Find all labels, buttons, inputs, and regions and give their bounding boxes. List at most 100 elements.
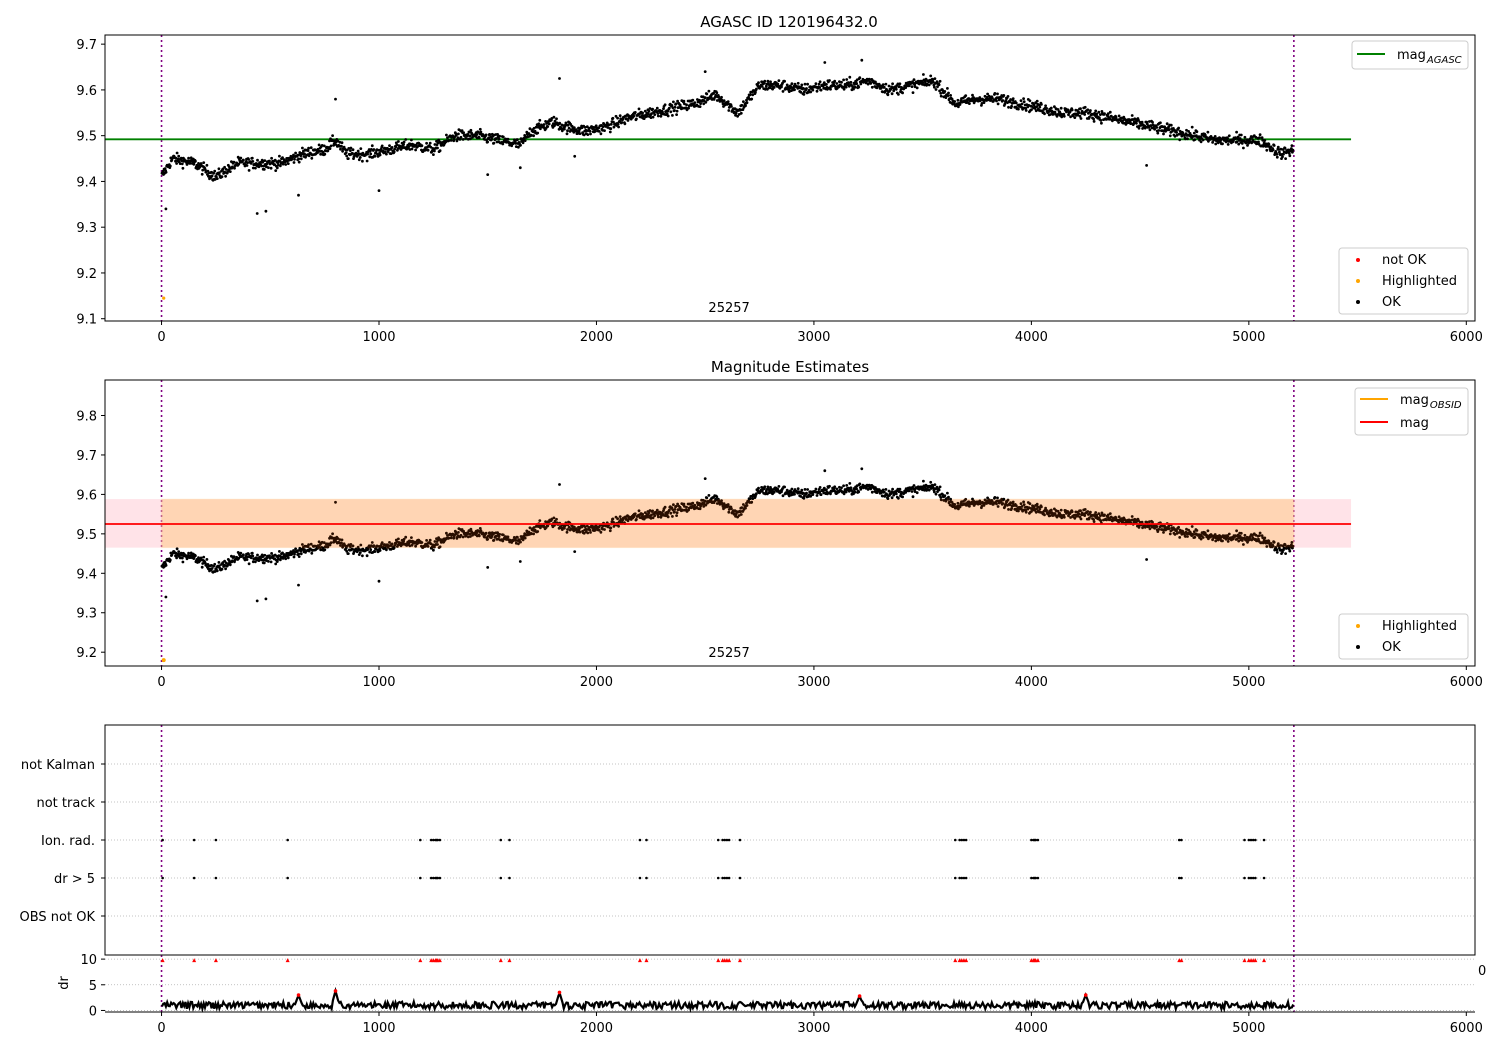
agasc-ytick-label: 9.6 (76, 84, 97, 99)
ok-point (267, 560, 270, 563)
ok-point (583, 126, 587, 129)
ok-point (339, 544, 342, 547)
ok-point (1095, 513, 1099, 517)
flag-marker (723, 876, 727, 880)
ok-point (514, 142, 518, 145)
ok-point (401, 543, 404, 546)
ok-point (712, 98, 716, 101)
ok-point (641, 111, 644, 115)
dr-spike-marker (333, 989, 338, 993)
ok-point (521, 141, 525, 145)
ok-point (655, 106, 659, 110)
ok-point (1184, 137, 1187, 141)
dr-threshold-marker (737, 958, 742, 963)
ok-point (727, 109, 731, 112)
ok-point (177, 154, 181, 158)
ok-point (806, 488, 809, 491)
ok-point (674, 504, 678, 508)
ok-point (538, 519, 542, 522)
estimates-ytick-label: 9.5 (76, 528, 97, 543)
ok-point (1100, 121, 1103, 125)
agasc-panel-title: AGASC ID 120196432.0 (700, 13, 878, 31)
ok-point (715, 91, 719, 95)
ok-point (307, 543, 310, 547)
ok-point (518, 560, 522, 563)
ok-point (925, 82, 929, 86)
ok-point (589, 531, 592, 534)
dr-threshold-marker (437, 958, 442, 963)
ok-point (845, 484, 849, 487)
ok-point (823, 469, 827, 473)
ok-point (1242, 146, 1245, 150)
ok-point (1059, 106, 1063, 110)
ok-point (703, 96, 707, 100)
estimates-status-legend-box (1338, 613, 1469, 660)
ok-point (655, 508, 659, 512)
ok-point (1109, 515, 1113, 519)
ok-point (349, 543, 353, 546)
ok-point (828, 484, 831, 488)
agasc-ytick-label: 9.5 (76, 130, 97, 145)
ok-point (299, 552, 303, 556)
ok-point (372, 148, 376, 151)
ok-point (468, 532, 472, 536)
ok-point (833, 485, 837, 489)
dr-ytick-label: 0 (89, 1004, 97, 1019)
agasc-xtick-label: 0 (157, 330, 165, 345)
ok-point (260, 558, 264, 562)
agasc-ytick-label: 9.2 (76, 267, 97, 282)
ok-point (528, 127, 532, 131)
ok-point (606, 126, 610, 129)
ok-point (772, 86, 776, 89)
ok-point (175, 151, 179, 155)
dr-threshold-marker (160, 958, 165, 963)
ok-point (829, 87, 832, 91)
ok-point (666, 114, 670, 118)
flag-marker (727, 838, 731, 842)
ok-point (956, 98, 960, 102)
ok-point (658, 109, 662, 112)
ok-point (550, 517, 554, 521)
ok-point (865, 80, 868, 84)
ok-point (803, 488, 807, 491)
estimates-ytick-label: 9.4 (76, 567, 97, 582)
ok-point (378, 549, 382, 552)
ok-point (268, 159, 271, 163)
ok-point (869, 82, 873, 85)
ok-point (477, 534, 481, 538)
ok-point (971, 99, 975, 103)
ok-point (1258, 531, 1262, 535)
ok-point (247, 552, 251, 556)
ok-point (953, 503, 957, 506)
ok-point (663, 103, 667, 107)
ok-point (802, 496, 806, 500)
flag-marker (1249, 838, 1253, 842)
ok-point (293, 157, 296, 161)
ok-point (947, 495, 950, 499)
ok-point (1175, 133, 1179, 137)
ok-point (760, 490, 764, 493)
ok-point (811, 88, 815, 92)
flag-marker (286, 876, 289, 880)
ok-point (552, 516, 556, 520)
legend-entry-label: OK (1382, 640, 1401, 655)
ok-point (359, 147, 363, 151)
ok-point (857, 490, 861, 494)
ok-point (682, 99, 686, 103)
ok-point (464, 137, 468, 140)
ok-point (433, 143, 437, 146)
ok-point (744, 506, 747, 510)
ok-point (255, 599, 259, 603)
ok-point (1165, 122, 1169, 126)
ok-point (462, 529, 465, 533)
ok-point (1130, 114, 1134, 117)
ok-point (552, 115, 556, 119)
ok-point (741, 108, 745, 111)
ok-point (395, 143, 399, 147)
ok-point (818, 86, 821, 89)
dr-threshold-marker (727, 958, 732, 963)
ok-point (939, 498, 943, 502)
flag-marker (1262, 876, 1266, 880)
ok-point (438, 149, 442, 153)
ok-point (650, 513, 653, 517)
